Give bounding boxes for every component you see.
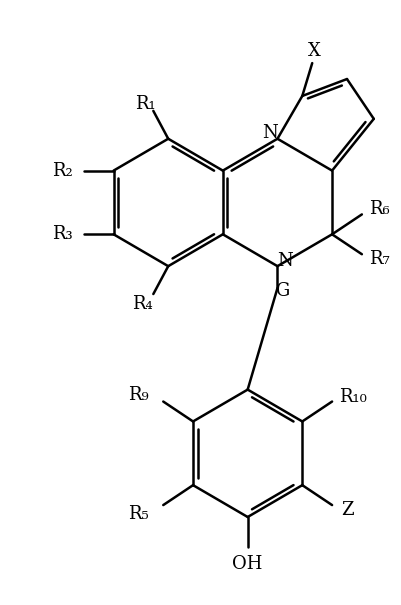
Text: R₃: R₃ xyxy=(52,225,73,243)
Text: R₇: R₇ xyxy=(369,250,390,268)
Text: G: G xyxy=(276,282,291,300)
Text: R₆: R₆ xyxy=(369,200,389,218)
Text: R₁: R₁ xyxy=(135,95,156,113)
Text: R₄: R₄ xyxy=(132,295,153,313)
Text: N: N xyxy=(277,252,293,270)
Text: R₂: R₂ xyxy=(52,162,73,180)
Text: Z: Z xyxy=(341,501,354,519)
Text: R₁₀: R₁₀ xyxy=(339,388,367,405)
Text: OH: OH xyxy=(233,555,263,573)
Text: N: N xyxy=(261,124,277,142)
Text: R₅: R₅ xyxy=(128,505,148,523)
Text: R₉: R₉ xyxy=(128,385,148,404)
Text: X: X xyxy=(308,42,321,60)
